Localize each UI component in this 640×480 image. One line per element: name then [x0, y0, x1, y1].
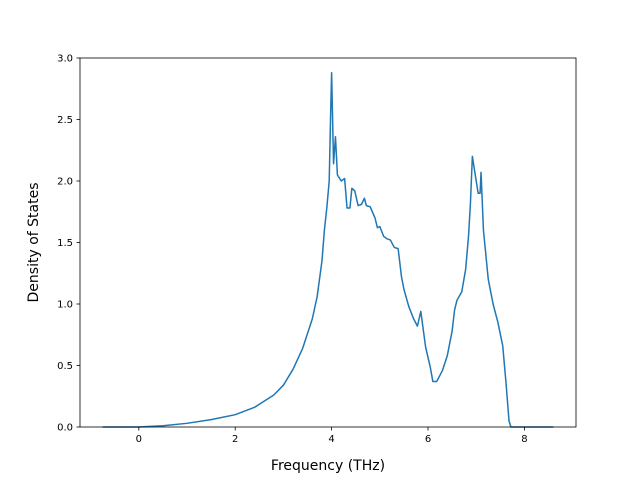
- y-axis-label: Density of States: [26, 183, 42, 303]
- y-tick-label: 2.5: [57, 115, 73, 126]
- y-tick-label: 2.0: [57, 177, 73, 188]
- x-axis-ticks: 0 2 4 6 8: [136, 427, 528, 445]
- y-axis-ticks: 0.0 0.5 1.0 1.5 2.0 2.5 3.0: [57, 54, 80, 434]
- x-tick-label: 8: [521, 434, 527, 445]
- x-tick-label: 2: [232, 434, 238, 445]
- x-tick-label: 6: [425, 434, 431, 445]
- dos-series-line: [102, 72, 554, 428]
- y-tick-label: 1.5: [57, 238, 73, 249]
- x-tick-label: 0: [136, 434, 142, 445]
- y-tick-label: 0.5: [57, 361, 73, 372]
- y-tick-label: 1.0: [57, 300, 73, 311]
- x-tick-label: 4: [328, 434, 334, 445]
- y-tick-label: 0.0: [57, 423, 73, 434]
- y-tick-label: 3.0: [57, 54, 73, 65]
- x-axis-label: Frequency (THz): [271, 458, 385, 474]
